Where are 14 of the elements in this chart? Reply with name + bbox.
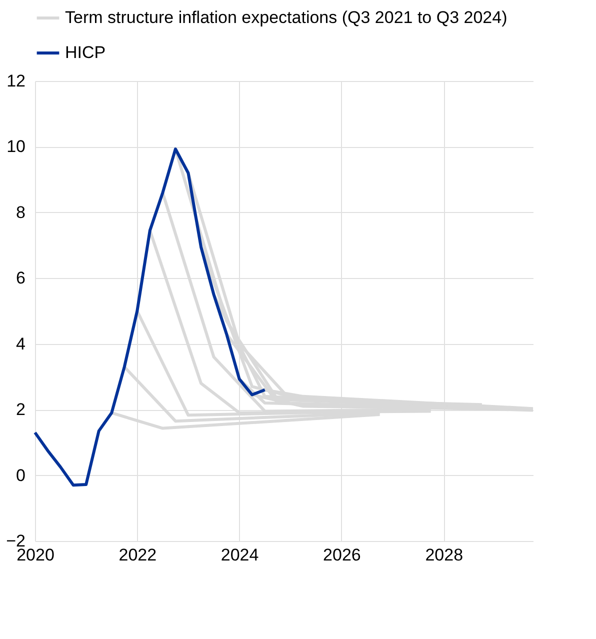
y-tick-label: 10 [6,137,26,156]
y-tick-label: 6 [16,268,26,288]
x-tick-label: 2022 [118,546,157,564]
y-tick-label: 4 [16,334,26,354]
y-tick-label: 8 [16,202,26,222]
y-tick-label: 0 [16,466,26,485]
y-tick-label: 12 [6,72,26,90]
x-tick-label: 2026 [323,546,361,564]
y-tick-label: 2 [16,400,26,420]
legend-label: Term structure inflation expectations (Q3 2021 to Q3 2024) [65,8,508,27]
x-tick-label: 2024 [220,546,259,564]
x-tick-label: 2020 [16,546,54,564]
legend-label: HICP [65,43,106,62]
x-tick-label: 2028 [425,546,464,564]
